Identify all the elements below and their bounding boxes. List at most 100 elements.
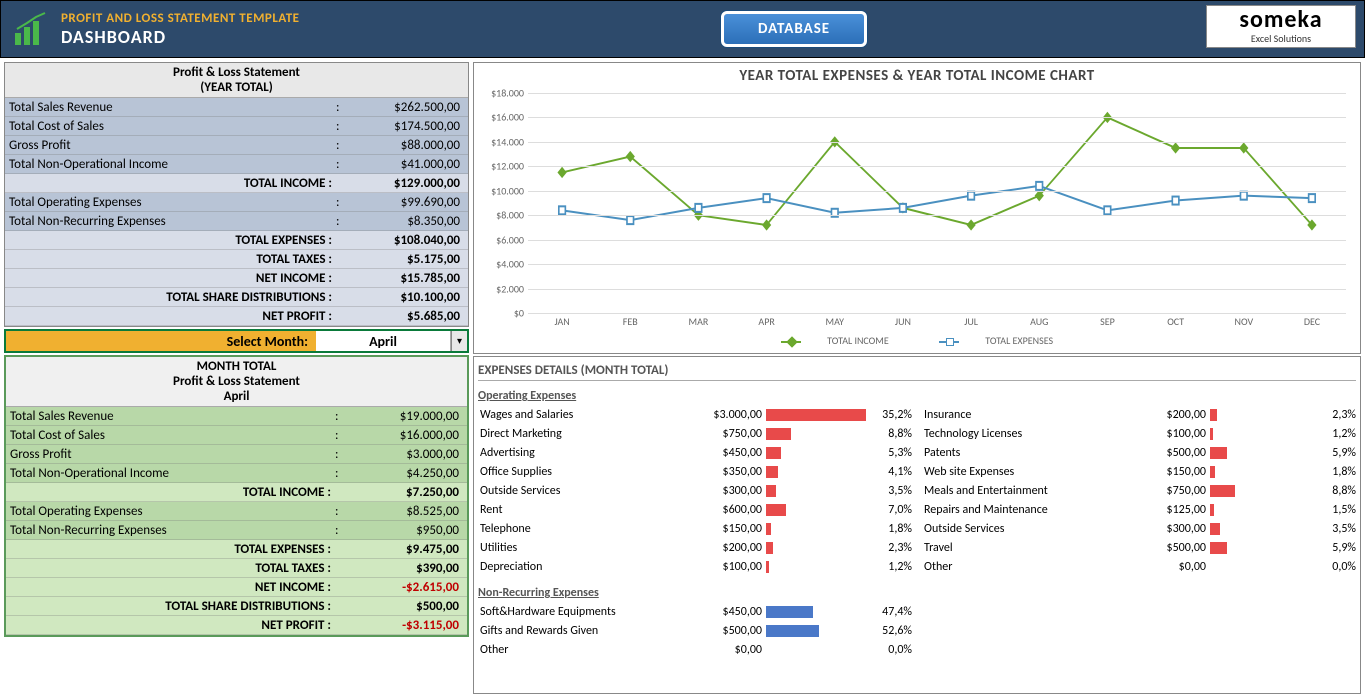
expense-label: Other: [922, 560, 1126, 574]
expense-row: Meals and Entertainment$750,008,8%: [922, 481, 1356, 500]
pl-label: Total Sales Revenue: [5, 100, 336, 115]
expense-row: Outside Services$300,003,5%: [922, 519, 1356, 538]
pl-label: TOTAL TAXES :: [5, 252, 336, 267]
expense-amount: $600,00: [682, 503, 762, 517]
pl-value: $16.000,00: [347, 428, 467, 443]
expense-row: Web site Expenses$150,001,8%: [922, 462, 1356, 481]
pl-value: $5.175,00: [348, 252, 468, 267]
expense-row: Technology Licenses$100,00 1,2%: [922, 424, 1356, 443]
expense-amount: $3.000,00: [682, 408, 762, 422]
pl-value: $500,00: [347, 599, 467, 614]
expense-amount: $150,00: [682, 522, 762, 536]
pl-row: Total Non-Operational Income:$4.250,00: [6, 464, 467, 483]
expense-row: Office Supplies$350,004,1%: [478, 462, 912, 481]
pl-label: TOTAL EXPENSES :: [5, 233, 336, 248]
expense-label: Technology Licenses: [922, 427, 1126, 441]
chart-title: YEAR TOTAL EXPENSES & YEAR TOTAL INCOME …: [478, 67, 1356, 85]
nonrecurring-expenses-head: Non-Recurring Expenses: [478, 586, 912, 600]
database-button[interactable]: DATABASE: [721, 11, 867, 47]
pl-label: NET PROFIT :: [6, 618, 335, 633]
pl-row: TOTAL TAXES : $390,00: [6, 559, 467, 578]
month-dropdown-icon[interactable]: ▾: [451, 331, 467, 351]
expense-amount: $200,00: [1126, 408, 1206, 422]
pl-value: $8.525,00: [347, 504, 467, 519]
expense-label: Utilities: [478, 541, 682, 555]
pl-value: $41.000,00: [348, 157, 468, 172]
pl-row: NET PROFIT :$5.685,00: [5, 307, 468, 326]
expense-amount: $750,00: [1126, 484, 1206, 498]
pl-value: $129.000,00: [348, 176, 468, 191]
expense-label: Meals and Entertainment: [922, 484, 1126, 498]
pl-row: Total Non-Recurring Expenses:$8.350,00: [5, 212, 468, 231]
expense-row: Outside Services$300,003,5%: [478, 481, 912, 500]
expense-row: Insurance$200,002,3%: [922, 405, 1356, 424]
legend-expenses: TOTAL EXPENSES: [985, 334, 1053, 347]
pl-label: TOTAL SHARE DISTRIBUTIONS :: [5, 290, 336, 305]
expense-row: Soft&Hardware Equipments$450,00 47,4%: [478, 602, 912, 621]
expense-row: Patents$500,005,9%: [922, 443, 1356, 462]
expense-pct: 5,3%: [862, 446, 912, 460]
month-pl-panel: MONTH TOTAL Profit & Loss Statement Apri…: [4, 355, 469, 637]
expense-pct: 1,2%: [1306, 427, 1356, 441]
expense-row: Advertising$450,005,3%: [478, 443, 912, 462]
page-title: PROFIT AND LOSS STATEMENT TEMPLATE: [61, 11, 1354, 26]
pl-value: $262.500,00: [348, 100, 468, 115]
expense-pct: 5,9%: [1306, 446, 1356, 460]
expense-label: Soft&Hardware Equipments: [478, 605, 682, 619]
month-pl-title3: April: [8, 389, 465, 404]
pl-value: $390,00: [347, 561, 467, 576]
pl-value: $7.250,00: [347, 485, 467, 500]
pl-value: $4.250,00: [347, 466, 467, 481]
expenses-details-panel: EXPENSES DETAILS (MONTH TOTAL) Operating…: [473, 356, 1361, 694]
expense-row: Direct Marketing$750,008,8%: [478, 424, 912, 443]
pl-row: Total Cost of Sales:$174.500,00: [5, 117, 468, 136]
pl-row: NET PROFIT :-$3.115,00: [6, 616, 467, 635]
month-selector: Select Month: April ▾: [4, 329, 469, 353]
expense-row: Gifts and Rewards Given$500,0052,6%: [478, 621, 912, 640]
pl-row: TOTAL SHARE DISTRIBUTIONS :$10.100,00: [5, 288, 468, 307]
pl-label: TOTAL SHARE DISTRIBUTIONS :: [6, 599, 335, 614]
expense-label: Repairs and Maintenance: [922, 503, 1126, 517]
pl-label: Total Cost of Sales: [5, 119, 336, 134]
pl-label: TOTAL EXPENSES :: [6, 542, 335, 557]
brand-logo: someka Excel Solutions: [1206, 5, 1356, 48]
pl-value: $3.000,00: [347, 447, 467, 462]
expense-pct: 0,0%: [1306, 560, 1356, 574]
expense-amount: $450,00: [682, 605, 762, 619]
pl-value: $19.000,00: [347, 409, 467, 424]
month-select-label: Select Month:: [6, 331, 316, 351]
expense-pct: 0,0%: [862, 643, 912, 657]
expense-row: Repairs and Maintenance$125,001,5%: [922, 500, 1356, 519]
pl-value: $5.685,00: [348, 309, 468, 324]
year-pl-subtitle: (YEAR TOTAL): [7, 80, 466, 95]
expense-pct: 4,1%: [862, 465, 912, 479]
expense-pct: 3,5%: [1306, 522, 1356, 536]
expense-pct: 47,4%: [862, 605, 912, 619]
month-select-value[interactable]: April: [316, 331, 451, 351]
expense-label: Travel: [922, 541, 1126, 555]
pl-row: Total Non-Operational Income:$41.000,00: [5, 155, 468, 174]
expense-pct: 1,8%: [862, 522, 912, 536]
pl-label: NET INCOME :: [6, 580, 335, 595]
expense-label: Telephone: [478, 522, 682, 536]
pl-label: TOTAL TAXES :: [6, 561, 335, 576]
expense-pct: 5,9%: [1306, 541, 1356, 555]
pl-label: TOTAL INCOME :: [5, 176, 336, 191]
pl-row: TOTAL EXPENSES :$9.475,00: [6, 540, 467, 559]
expense-amount: $100,00: [1126, 427, 1206, 441]
expense-pct: 35,2%: [862, 408, 912, 422]
brand-tagline: Excel Solutions: [1213, 32, 1349, 45]
expense-amount: $750,00: [682, 427, 762, 441]
pl-row: Gross Profit:$88.000,00: [5, 136, 468, 155]
expense-amount: $500,00: [682, 624, 762, 638]
pl-row: NET INCOME :$15.785,00: [5, 269, 468, 288]
pl-label: Total Operating Expenses: [5, 195, 336, 210]
legend-income: TOTAL INCOME: [827, 334, 889, 347]
pl-row: NET INCOME :-$2.615,00: [6, 578, 467, 597]
expense-label: Gifts and Rewards Given: [478, 624, 682, 638]
expense-pct: 1,2%: [862, 560, 912, 574]
expense-label: Web site Expenses: [922, 465, 1126, 479]
brand-name: someka: [1213, 8, 1349, 32]
pl-row: Total Sales Revenue:$262.500,00: [5, 98, 468, 117]
expense-pct: 1,5%: [1306, 503, 1356, 517]
